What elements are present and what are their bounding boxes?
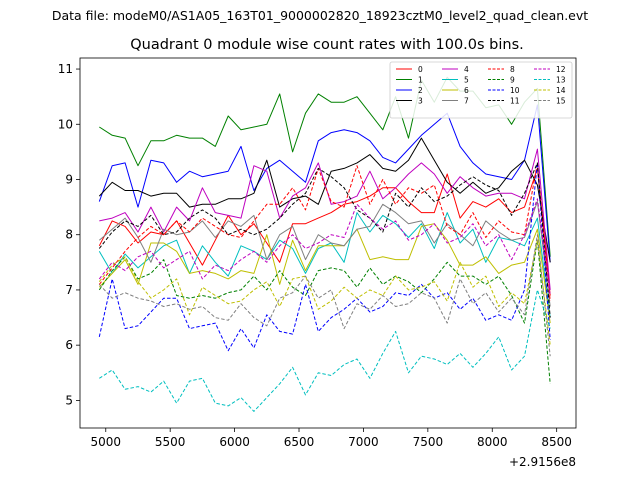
legend-label-4: 4 <box>464 65 469 74</box>
series-line-14 <box>98 239 551 346</box>
chart-title: Quadrant 0 module wise count rates with … <box>130 37 524 53</box>
y-tick-label: 11 <box>58 62 73 76</box>
legend-box <box>389 61 573 119</box>
series-line-6 <box>98 223 551 324</box>
series-line-10 <box>98 162 551 352</box>
plot-frame <box>79 57 577 429</box>
legend-label-14: 14 <box>556 86 566 95</box>
series-line-13 <box>99 289 551 412</box>
y-tick-label: 7 <box>65 283 73 297</box>
legend-label-13: 13 <box>556 76 566 85</box>
x-axis: 5000 5500 6000 6500 7000 7500 8000 8500 <box>90 428 572 449</box>
x-tick-label: 7500 <box>413 435 444 449</box>
series-layer <box>98 76 551 412</box>
y-axis: 5 6 7 8 9 10 11 <box>58 62 80 407</box>
x-tick-label: 5500 <box>155 435 186 449</box>
series-line-12 <box>98 198 551 296</box>
legend-label-11: 11 <box>510 97 520 106</box>
legend-label-8: 8 <box>510 65 515 74</box>
series-line-0 <box>98 167 551 296</box>
series-line-15 <box>98 234 551 357</box>
series-line-11 <box>98 162 551 318</box>
legend-label-15: 15 <box>556 97 566 106</box>
x-tick-label: 6500 <box>284 435 315 449</box>
legend-label-6: 6 <box>464 86 469 95</box>
legend-label-7: 7 <box>464 97 469 106</box>
legend-label-9: 9 <box>510 76 515 85</box>
series-line-8 <box>98 162 551 302</box>
y-tick-label: 10 <box>58 117 73 131</box>
x-tick-label: 8000 <box>477 435 508 449</box>
legend-label-2: 2 <box>418 86 423 95</box>
y-tick-label: 5 <box>65 393 73 407</box>
series-line-2 <box>98 104 551 263</box>
x-tick-label: 8500 <box>541 435 572 449</box>
series-line-7 <box>98 201 551 307</box>
series-line-9 <box>98 239 551 384</box>
y-tick-label: 6 <box>65 338 73 352</box>
legend-label-1: 1 <box>418 76 423 85</box>
y-tick-label: 8 <box>65 228 73 242</box>
data-file-label: Data file: modeM0/AS1A05_163T01_90000028… <box>52 8 588 23</box>
x-offset-label: +2.9156e8 <box>509 455 576 469</box>
x-tick-label: 7000 <box>348 435 379 449</box>
legend-label-5: 5 <box>464 76 469 85</box>
legend-label-3: 3 <box>418 97 423 106</box>
legend-label-0: 0 <box>418 65 423 74</box>
legend-label-10: 10 <box>510 86 520 95</box>
y-tick-label: 9 <box>65 172 73 186</box>
series-line-4 <box>99 148 551 290</box>
x-tick-label: 6000 <box>219 435 250 449</box>
x-tick-label: 5000 <box>90 435 121 449</box>
legend-label-12: 12 <box>556 65 566 74</box>
series-line-3 <box>98 137 551 263</box>
